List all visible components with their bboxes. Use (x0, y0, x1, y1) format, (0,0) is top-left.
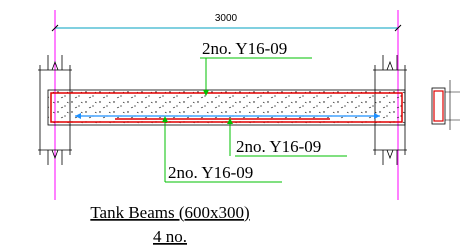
rebar-label: 2no. Y16-09 (168, 163, 253, 182)
beam (48, 90, 405, 125)
rebar-label: 2no. Y16-09 (202, 39, 287, 58)
dimension-text: 3000 (215, 13, 238, 24)
section (432, 80, 460, 130)
title: Tank Beams (600x300) (90, 203, 249, 222)
drawing: 3000 2no. Y16-09 2no. Y16-09 2no. Y16-09… (0, 0, 460, 250)
rebar-label: 2no. Y16-09 (236, 137, 321, 156)
subtitle: 4 no. (153, 227, 187, 246)
